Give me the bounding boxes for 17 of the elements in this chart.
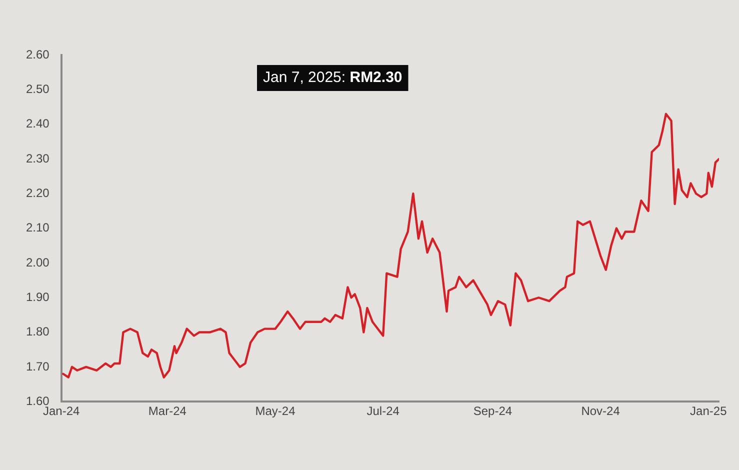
y-tick-label: 1.70: [26, 359, 50, 374]
y-tick-label: 2.30: [26, 151, 50, 166]
y-tick-label: 2.40: [26, 116, 50, 131]
y-tick-label: 2.60: [26, 47, 50, 62]
x-tick-label: Jul-24: [366, 404, 400, 418]
x-tick-label: Sep-24: [473, 404, 512, 418]
y-tick-label: 2.00: [26, 255, 50, 270]
y-tick-label: 2.50: [26, 82, 50, 96]
x-tick-label: Jan-25: [690, 404, 728, 418]
x-tick-label: Nov-24: [581, 404, 620, 418]
y-tick-label: 1.90: [26, 290, 50, 304]
annotation: Jan 7, 2025: RM2.30: [263, 69, 402, 86]
x-tick-label: May-24: [255, 404, 296, 418]
y-tick-label: 2.20: [26, 186, 50, 200]
y-tick-label: 2.10: [26, 220, 50, 235]
y-tick-label: 1.80: [26, 324, 50, 339]
x-tick-label: Mar-24: [148, 404, 187, 418]
